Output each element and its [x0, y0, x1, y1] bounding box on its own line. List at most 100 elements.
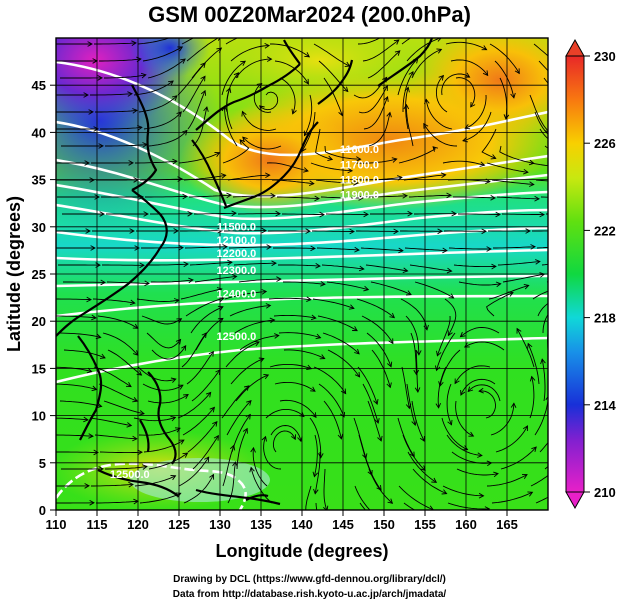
- streamline-arrowhead: [558, 417, 562, 422]
- streamline: [58, 332, 101, 338]
- streamline-arrowhead: [386, 111, 392, 118]
- streamline: [499, 77, 508, 119]
- streamline: [486, 474, 528, 487]
- streamline: [446, 434, 482, 456]
- y-tick-label: 20: [32, 314, 46, 329]
- streamline-arrowhead: [128, 160, 134, 166]
- streamline: [177, 62, 206, 96]
- streamline-arrowhead: [201, 332, 207, 338]
- streamline: [189, 261, 232, 266]
- streamline: [263, 436, 282, 470]
- streamline-arrowhead: [246, 400, 252, 406]
- streamline: [105, 144, 148, 147]
- streamline: [448, 247, 491, 250]
- streamline-arrowhead: [342, 86, 349, 93]
- streamline-arrowhead: [402, 267, 409, 274]
- streamline-arrowhead: [188, 277, 194, 284]
- streamline: [187, 421, 218, 453]
- streamline: [363, 451, 382, 491]
- streamline: [146, 263, 189, 266]
- streamline-arrowhead: [88, 109, 94, 115]
- streamline: [98, 383, 138, 402]
- streamline: [279, 77, 296, 114]
- streamline-arrowhead: [437, 518, 442, 523]
- streamline: [107, 349, 142, 376]
- x-tick-label: 115: [87, 517, 108, 532]
- streamline-arrowhead: [139, 410, 145, 416]
- streamline-arrowhead: [392, 29, 397, 33]
- streamline: [141, 315, 182, 325]
- streamline-arrowhead: [334, 532, 339, 536]
- streamline-arrowhead: [319, 354, 326, 360]
- streamline-arrowhead: [510, 92, 516, 99]
- streamline-arrowhead: [134, 245, 140, 251]
- streamline: [405, 87, 409, 130]
- streamline-arrowhead: [313, 488, 319, 495]
- streamline-arrowhead: [254, 340, 260, 347]
- streamline: [315, 128, 333, 160]
- streamline-arrowhead: [261, 227, 267, 234]
- streamline: [354, 485, 371, 510]
- streamline: [362, 383, 379, 424]
- streamline: [409, 264, 452, 272]
- x-tick-label: 165: [496, 517, 518, 532]
- streamline: [479, 390, 496, 419]
- x-tick-label: 140: [291, 517, 313, 532]
- streamline-arrowhead: [93, 449, 99, 456]
- streamline-arrowhead: [382, 85, 388, 91]
- streamline: [446, 383, 452, 425]
- streamline: [235, 374, 269, 402]
- streamline-arrowhead: [484, 506, 491, 510]
- streamline: [450, 59, 489, 76]
- streamline: [63, 281, 106, 283]
- streamline-arrowhead: [208, 350, 214, 357]
- streamline-arrowhead: [172, 158, 178, 165]
- streamline: [532, 290, 548, 300]
- streamline-arrowhead: [394, 50, 401, 56]
- streamline-arrowhead: [486, 246, 492, 252]
- streamline-arrowhead: [86, 367, 93, 374]
- streamline-arrowhead: [388, 338, 394, 345]
- streamline: [224, 291, 267, 300]
- streamline: [178, 152, 220, 164]
- streamline-arrowhead: [315, 333, 322, 340]
- colorbar-max-arrow: [565, 38, 585, 57]
- streamline-arrowhead: [522, 474, 528, 480]
- streamline-arrowhead: [393, 228, 399, 235]
- streamline: [539, 128, 548, 140]
- streamline-arrowhead: [176, 111, 182, 118]
- streamline-arrowhead: [387, 361, 393, 368]
- streamline-arrowhead: [442, 247, 448, 254]
- streamline: [408, 194, 452, 198]
- streamline: [239, 335, 279, 351]
- streamline: [269, 363, 312, 370]
- streamline-arrowhead: [264, 42, 271, 49]
- streamline-arrowhead: [447, 330, 453, 337]
- streamline-arrowhead: [481, 228, 487, 235]
- streamline: [442, 485, 484, 497]
- streamline: [91, 483, 134, 487]
- streamline-arrowhead: [209, 406, 216, 413]
- y-tick-label: 10: [32, 409, 46, 424]
- streamline-arrowhead: [545, 396, 548, 401]
- streamline-arrowhead: [90, 245, 96, 251]
- streamline-arrowhead: [416, 350, 422, 356]
- streamline: [180, 288, 222, 300]
- streamline: [534, 111, 548, 135]
- streamline-arrowhead: [393, 39, 400, 45]
- streamline: [104, 74, 146, 79]
- streamline: [241, 111, 277, 131]
- streamline-arrowhead: [182, 452, 189, 458]
- streamline: [304, 94, 313, 136]
- streamline: [266, 162, 309, 172]
- contour-label: 11600.0: [340, 144, 379, 156]
- x-tick-label: 135: [250, 517, 272, 532]
- streamline: [282, 213, 324, 216]
- x-tick-label: 110: [46, 517, 67, 532]
- streamline: [56, 315, 96, 319]
- streamline-arrowhead: [84, 160, 90, 166]
- streamline: [425, 99, 453, 130]
- streamline: [185, 297, 224, 317]
- streamline-arrowhead: [468, 431, 475, 437]
- streamline: [315, 179, 358, 184]
